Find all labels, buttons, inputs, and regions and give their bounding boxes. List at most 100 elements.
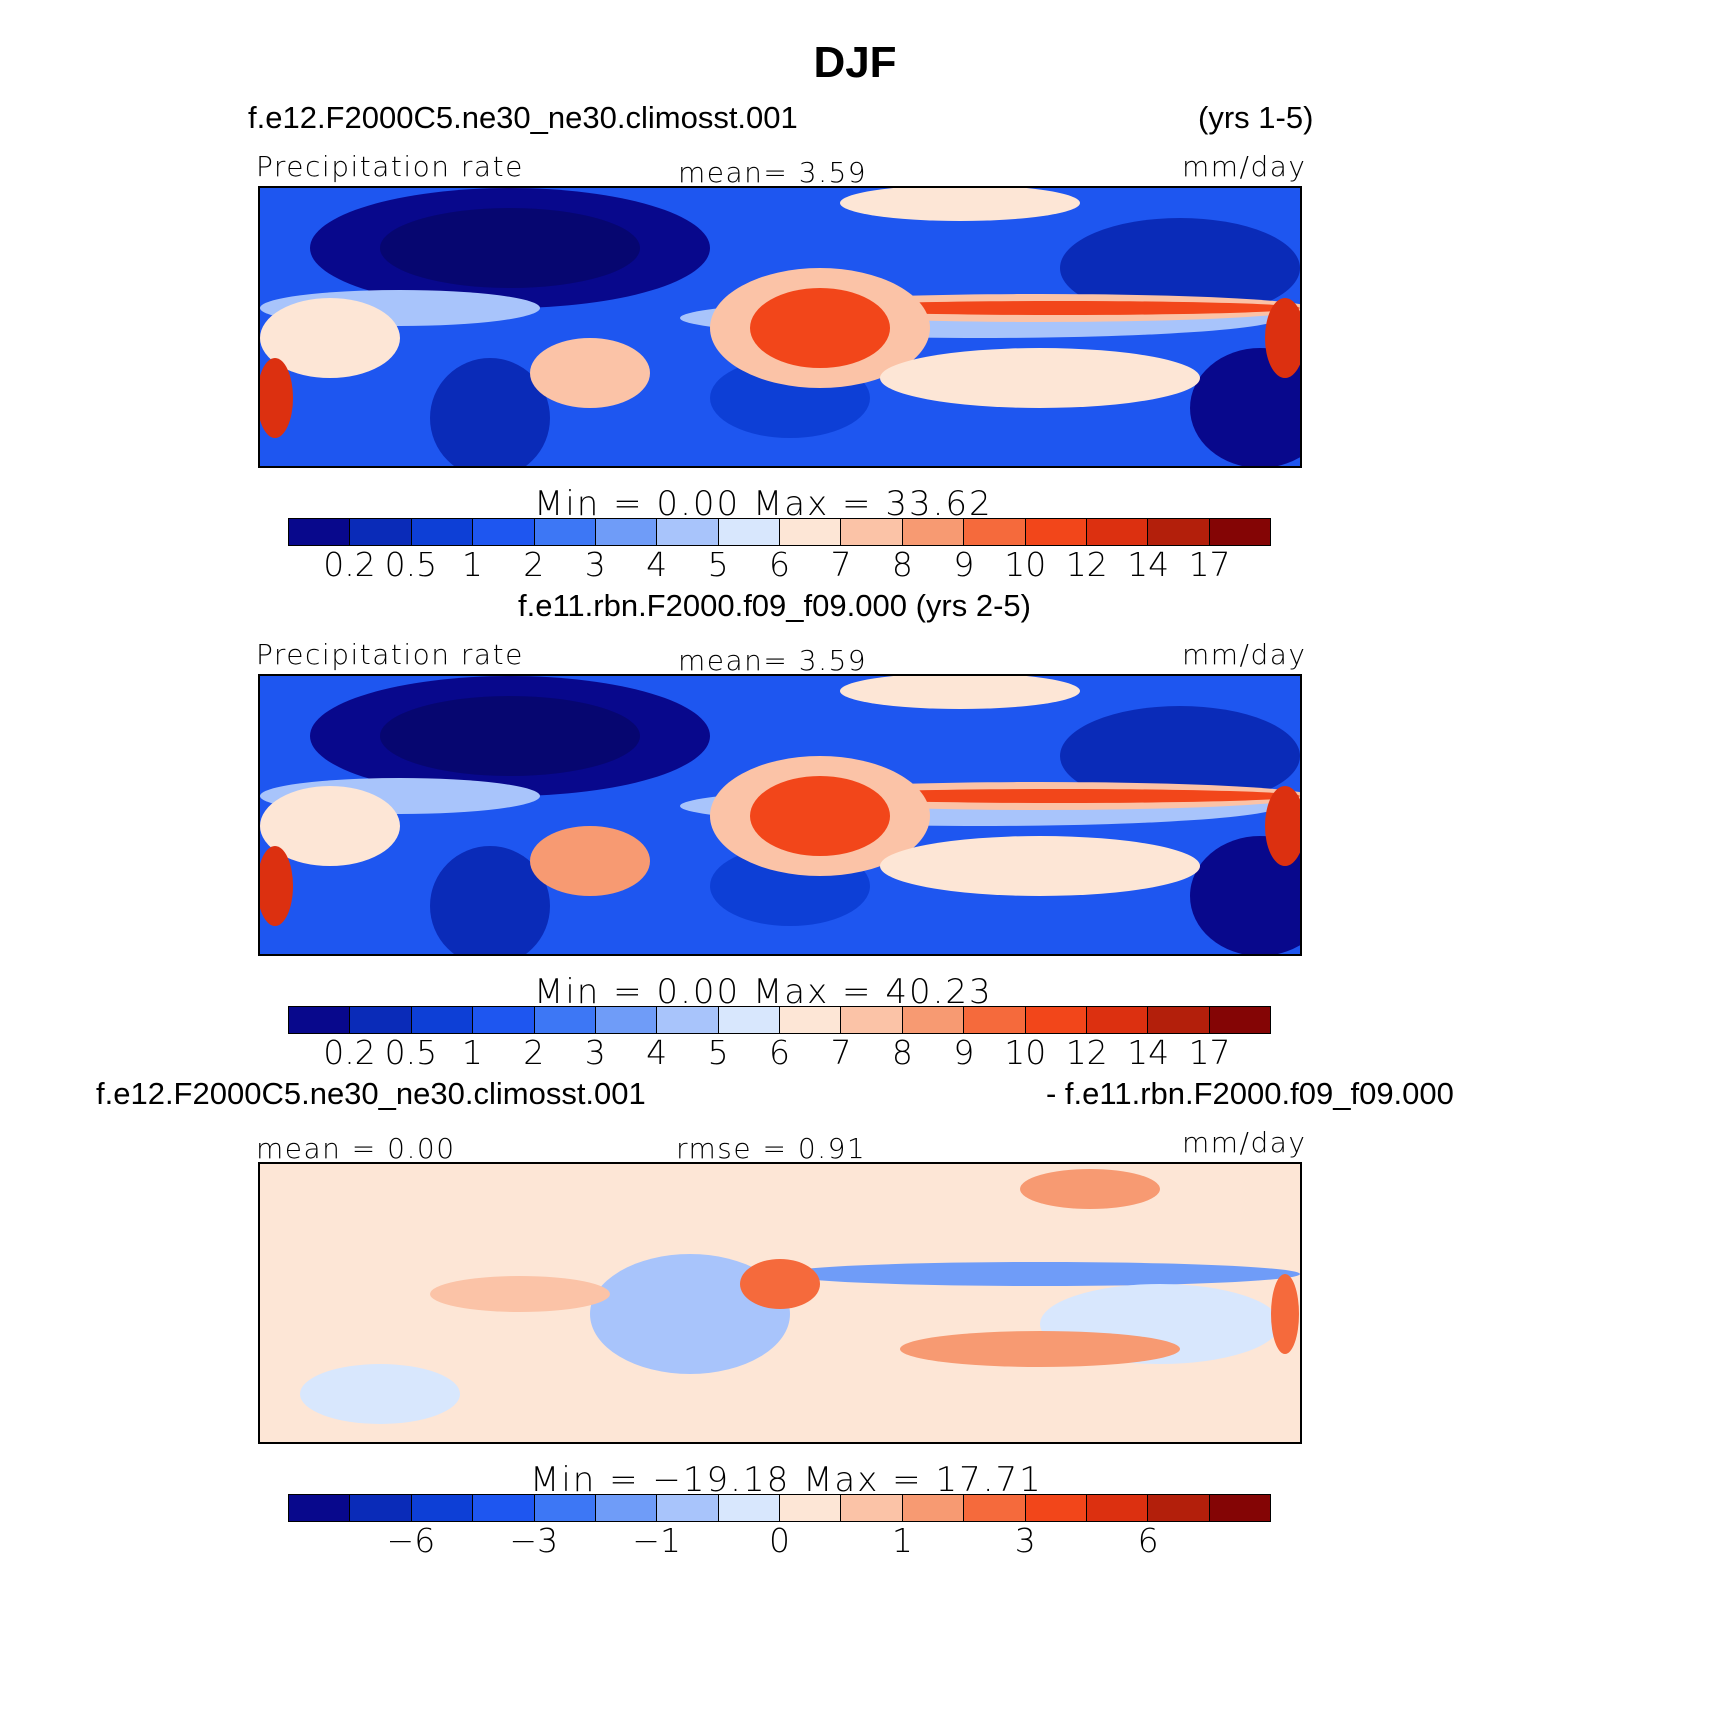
colorbar-box-1: [350, 1495, 412, 1521]
panel2-variable-label: Precipitation rate: [256, 638, 524, 671]
colorbar-box-2: [411, 1495, 474, 1521]
itcz-core: [820, 789, 1300, 803]
colorbar-box-7: [718, 1495, 780, 1521]
colorbar-tick-label: 8: [891, 545, 913, 584]
colorbar-box-11: [964, 1007, 1026, 1033]
colorbar-box-8: [780, 1495, 842, 1521]
colorbar-tick-label: 1: [461, 1033, 483, 1072]
se-pacific-dry: [1190, 348, 1300, 466]
colorbar-box-5: [595, 1495, 658, 1521]
panel3-units-label: mm/day: [1182, 1126, 1307, 1159]
panel3-case-title-right: - f.e11.rbn.F2000.f09_f09.000: [1046, 1076, 1454, 1111]
colorbar-tick-label: 2: [523, 545, 545, 584]
colorbar-tick-label: −3: [509, 1521, 559, 1560]
colorbar-box-12: [1025, 1007, 1087, 1033]
colorbar-box-8: [780, 1007, 842, 1033]
panel3-minmax: Min = −19.18 Max = 17.71: [530, 1460, 1043, 1500]
amazon-rain: [260, 298, 400, 378]
colorbar-box-2: [411, 1007, 474, 1033]
colorbar-box-10: [902, 1007, 965, 1033]
colorbar-box-14: [1148, 1495, 1210, 1521]
colorbar-box-9: [841, 519, 903, 545]
colorbar-tick-label: 6: [769, 1033, 790, 1072]
panel1-case-title: f.e12.F2000C5.ne30_ne30.climosst.001: [248, 100, 798, 135]
colorbar-tick-label: 3: [1014, 1521, 1036, 1560]
colorbar-tick-label: 5: [707, 1033, 729, 1072]
colorbar-box-0: [289, 519, 351, 545]
colorbar-tick-label: −6: [386, 1521, 436, 1560]
panel2-units-label: mm/day: [1182, 638, 1307, 671]
se-pacific-dry: [1190, 836, 1300, 954]
colorbar-box-15: [1209, 1495, 1270, 1521]
colorbar-tick-label: 0.2: [323, 545, 376, 584]
colorbar-tick-label: 3: [584, 545, 606, 584]
north-pacific-storm-track: [840, 676, 1080, 709]
colorbar-tick-label: 14: [1127, 545, 1170, 584]
colorbar-box-14: [1148, 1007, 1210, 1033]
panel3-contour-field: [260, 1164, 1300, 1442]
southern-africa-rain: [530, 338, 650, 408]
south-atlantic-diff: [300, 1364, 460, 1424]
colorbar-box-5: [595, 519, 658, 545]
colorbar-tick-label: 0.5: [384, 1033, 438, 1072]
colorbar-box-6: [657, 1007, 719, 1033]
colorbar-tick-label: 0.2: [323, 1033, 376, 1072]
colorbar-box-1: [350, 1007, 412, 1033]
colorbar-tick-label: 14: [1127, 1033, 1170, 1072]
panama-rain: [1265, 786, 1300, 866]
panel2-map: [258, 674, 1302, 956]
southern-africa-rain: [530, 826, 650, 896]
colorbar-tick-label: 2: [523, 1033, 545, 1072]
colorbar-tick-label: 7: [830, 1033, 852, 1072]
colorbar-box-9: [841, 1495, 903, 1521]
spcz: [880, 348, 1200, 408]
colorbar-box-7: [718, 1007, 780, 1033]
colorbar-box-2: [411, 519, 474, 545]
colorbar-tick-label: 3: [584, 1033, 606, 1072]
colorbar-box-12: [1025, 519, 1087, 545]
colorbar-box-3: [473, 1007, 535, 1033]
colorbar-tick-label: 4: [646, 545, 668, 584]
panel3-case-title-left: f.e12.F2000C5.ne30_ne30.climosst.001: [96, 1076, 646, 1111]
colorbar-box-5: [595, 1007, 658, 1033]
colorbar-box-13: [1086, 519, 1149, 545]
colorbar-tick-label: 8: [891, 1033, 913, 1072]
panel1-variable-label: Precipitation rate: [256, 150, 524, 183]
panel3-colorbar: [288, 1494, 1271, 1522]
panel2-contour-field: [260, 676, 1300, 954]
panel3-colorbar-ticks: −6 −3 −1 0 1 3 6: [0, 1521, 1710, 1561]
panel1-years: (yrs 1-5): [1198, 100, 1314, 135]
colorbar-tick-label: 0.5: [384, 545, 438, 584]
colorbar-box-10: [902, 1495, 965, 1521]
amazon-rain: [260, 786, 400, 866]
colorbar-box-15: [1209, 519, 1270, 545]
colorbar-tick-label: 12: [1065, 545, 1108, 584]
east-pacific-dry: [1060, 706, 1300, 806]
spcz: [880, 836, 1200, 896]
itcz-diff-neg: [780, 1262, 1300, 1286]
colorbar-tick-label: −1: [632, 1521, 681, 1560]
se-atlantic-dry: [430, 358, 550, 466]
panel1-map: [258, 186, 1302, 468]
colorbar-tick-label: 12: [1065, 1033, 1108, 1072]
colorbar-tick-label: 1: [461, 545, 483, 584]
east-pacific-dry: [1060, 218, 1300, 318]
panel2-colorbar: [288, 1006, 1271, 1034]
colorbar-box-15: [1209, 1007, 1270, 1033]
colorbar-box-13: [1086, 1495, 1149, 1521]
atlantic-diff-pos: [430, 1276, 610, 1312]
panel3-map: [258, 1162, 1302, 1444]
colorbar-box-4: [534, 519, 596, 545]
colorbar-tick-label: 10: [1004, 545, 1047, 584]
spcz-diff-pos: [900, 1331, 1180, 1367]
colorbar-box-11: [964, 1495, 1026, 1521]
colorbar-box-3: [473, 519, 535, 545]
colorbar-tick-label: 9: [953, 1033, 975, 1072]
panel1-colorbar-ticks: 0.2 0.5 1 2 3 4 5 6 7 8 9 10 12 14 17: [0, 545, 1710, 585]
colorbar-tick-label: 5: [707, 545, 729, 584]
colorbar-box-7: [718, 519, 780, 545]
north-pacific-diff-pos: [1020, 1169, 1160, 1209]
colorbar-tick-label: 6: [769, 545, 790, 584]
colorbar-box-1: [350, 519, 412, 545]
panel1-mean-label: mean= 3.59: [678, 156, 868, 189]
